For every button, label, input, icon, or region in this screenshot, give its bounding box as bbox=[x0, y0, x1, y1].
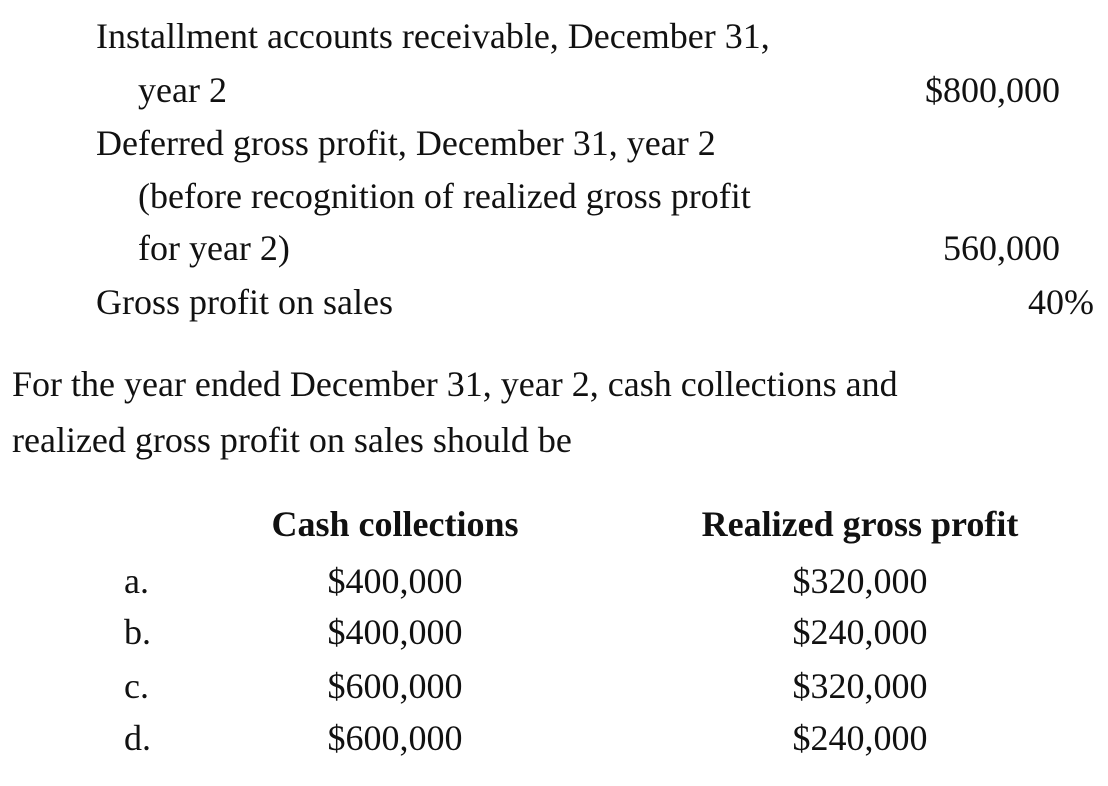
receivable-label-line1: Installment accounts receivable, Decembe… bbox=[96, 16, 770, 56]
option-a-letter: a. bbox=[124, 561, 149, 601]
option-b-letter: b. bbox=[124, 612, 151, 652]
option-d-cash: $600,000 bbox=[327, 718, 463, 758]
option-a-profit: $320,000 bbox=[792, 561, 928, 601]
option-b-profit: $240,000 bbox=[792, 612, 928, 652]
deferred-profit-value: 560,000 bbox=[943, 228, 1060, 268]
option-c-profit: $320,000 bbox=[792, 666, 928, 706]
gross-profit-label: Gross profit on sales bbox=[96, 282, 393, 322]
option-d-profit: $240,000 bbox=[792, 718, 928, 758]
header-realized-gross-profit: Realized gross profit bbox=[701, 504, 1019, 544]
receivable-label-line2: year 2 bbox=[138, 70, 227, 110]
option-c-cash: $600,000 bbox=[327, 666, 463, 706]
question-line1: For the year ended December 31, year 2, … bbox=[12, 364, 898, 404]
option-b-cash: $400,000 bbox=[327, 612, 463, 652]
question-line2: realized gross profit on sales should be bbox=[12, 420, 572, 460]
deferred-profit-label-line1: Deferred gross profit, December 31, year… bbox=[96, 123, 716, 163]
deferred-profit-label-line3: for year 2) bbox=[138, 228, 290, 268]
option-a-cash: $400,000 bbox=[327, 561, 463, 601]
option-c-letter: c. bbox=[124, 666, 149, 706]
option-d-letter: d. bbox=[124, 718, 151, 758]
deferred-profit-label-line2: (before recognition of realized gross pr… bbox=[138, 176, 751, 216]
receivable-value: $800,000 bbox=[925, 70, 1060, 110]
gross-profit-value: 40% bbox=[1028, 282, 1094, 322]
header-cash-collections: Cash collections bbox=[271, 504, 519, 544]
